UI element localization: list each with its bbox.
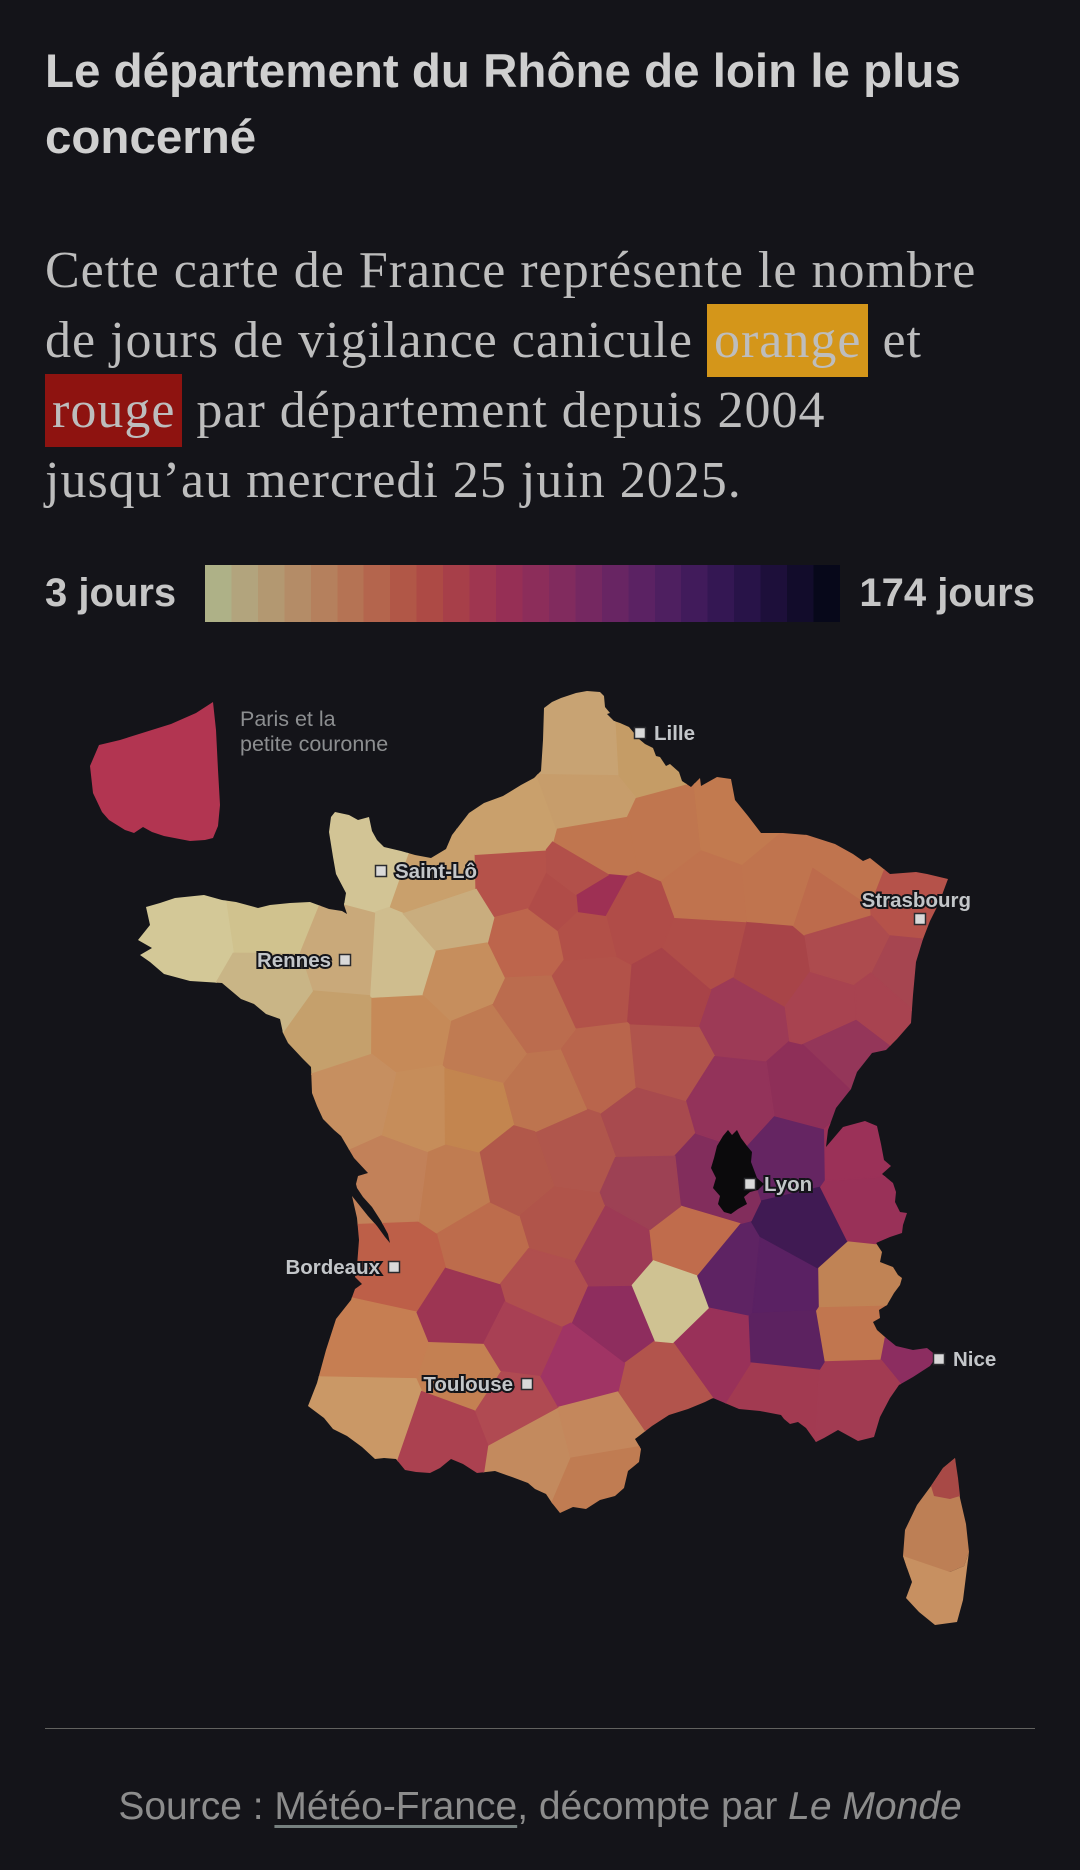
svg-text:Lille: Lille bbox=[654, 722, 695, 745]
svg-text:Strasbourg: Strasbourg bbox=[862, 889, 971, 912]
svg-text:Lyon: Lyon bbox=[764, 1173, 812, 1196]
svg-text:Nice: Nice bbox=[953, 1348, 996, 1371]
svg-text:Saint-Lô: Saint-Lô bbox=[395, 860, 477, 883]
svg-text:Toulouse: Toulouse bbox=[423, 1373, 513, 1396]
svg-text:Rennes: Rennes bbox=[257, 949, 331, 972]
svg-text:Bordeaux: Bordeaux bbox=[285, 1256, 380, 1279]
